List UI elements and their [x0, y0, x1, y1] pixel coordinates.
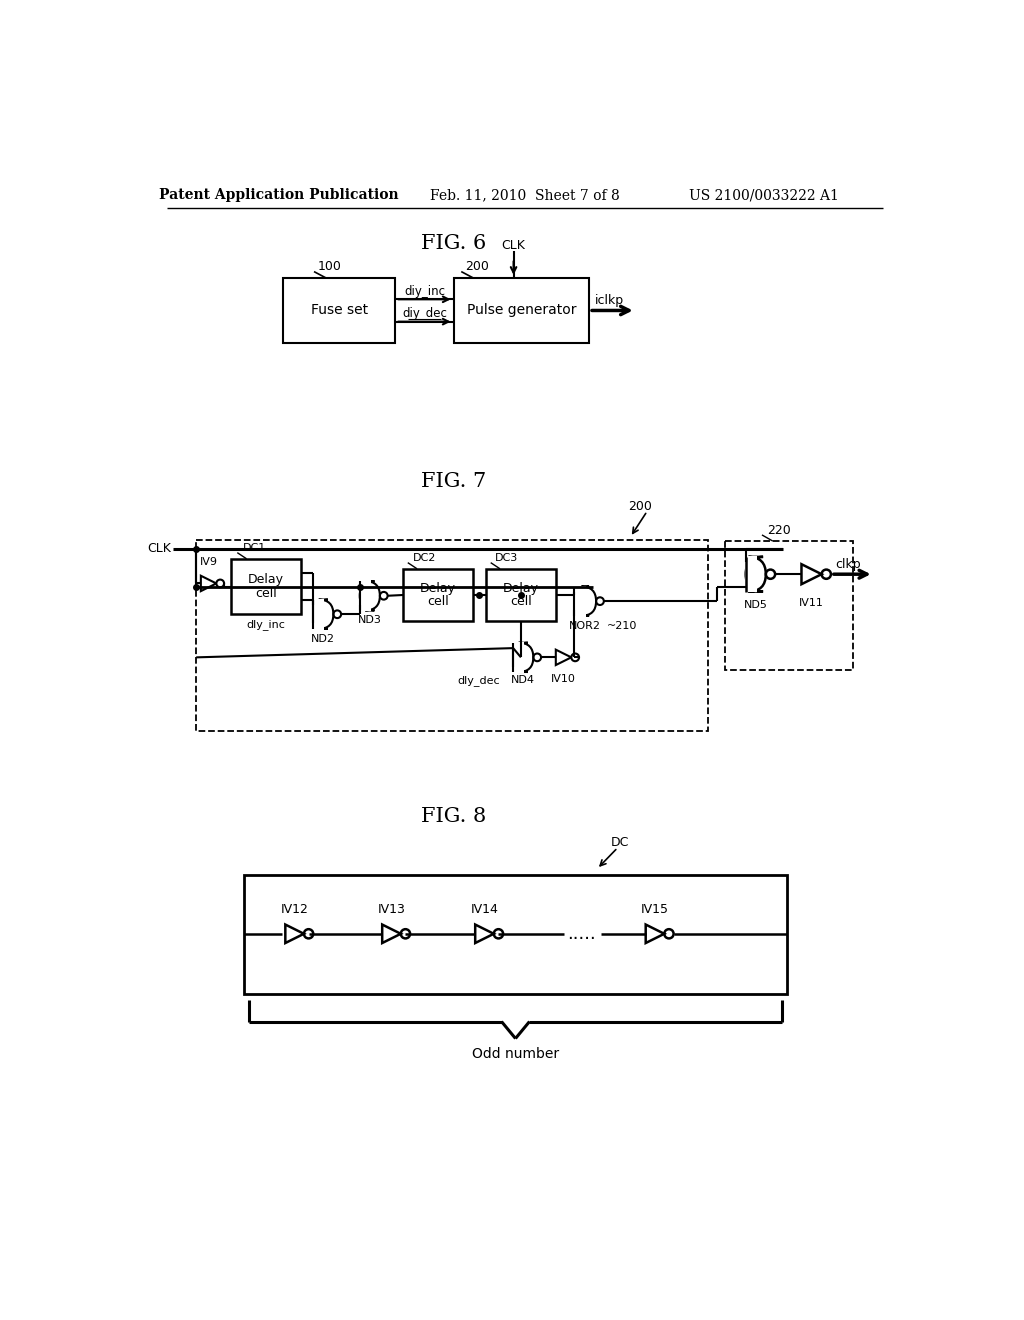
Text: ND2: ND2 [311, 634, 335, 644]
Text: Delay: Delay [420, 582, 456, 594]
Text: ND4: ND4 [511, 676, 536, 685]
Bar [231, 558, 301, 614]
Bar [573, 586, 586, 616]
Text: FIG. 7: FIG. 7 [421, 473, 486, 491]
Text: diy_dec: diy_dec [402, 308, 446, 321]
Text: IV10: IV10 [551, 675, 575, 684]
Text: US 2100/0033222 A1: US 2100/0033222 A1 [688, 189, 839, 202]
Text: diy_inc: diy_inc [403, 285, 445, 298]
Bar [454, 277, 589, 343]
Text: FIG. 8: FIG. 8 [421, 808, 486, 826]
Bar [744, 556, 757, 593]
Bar [197, 540, 708, 730]
Text: Pulse generator: Pulse generator [467, 304, 577, 318]
Text: NOR2: NOR2 [569, 620, 601, 631]
Text: cell: cell [427, 595, 449, 609]
Text: cell: cell [510, 595, 531, 609]
Text: clkp: clkp [835, 557, 860, 570]
Text: Delay: Delay [248, 573, 284, 586]
Text: dly_dec: dly_dec [458, 675, 500, 686]
Text: DC: DC [611, 836, 630, 849]
Text: CLK: CLK [146, 543, 171, 556]
FancyBboxPatch shape [513, 643, 534, 672]
Bar [283, 277, 395, 343]
Text: 200: 200 [465, 260, 489, 273]
Text: IV12: IV12 [281, 903, 308, 916]
Text: iclkp: iclkp [595, 294, 625, 308]
Text: ND3: ND3 [357, 615, 382, 626]
Text: 220: 220 [767, 524, 792, 537]
Text: ND5: ND5 [743, 601, 768, 610]
Text: Odd number: Odd number [472, 1047, 559, 1061]
Text: IV13: IV13 [378, 903, 406, 916]
Text: DC1: DC1 [243, 543, 266, 553]
FancyBboxPatch shape [359, 581, 380, 610]
Text: ~210: ~210 [607, 620, 637, 631]
Text: IV14: IV14 [471, 903, 499, 916]
Text: dly_inc: dly_inc [247, 619, 286, 631]
Text: .....: ..... [567, 925, 596, 942]
Bar [486, 569, 556, 622]
Text: Fuse set: Fuse set [310, 304, 368, 318]
FancyBboxPatch shape [745, 557, 766, 591]
Bar [359, 581, 371, 611]
Text: Delay: Delay [503, 582, 539, 594]
Text: IV11: IV11 [799, 598, 824, 609]
Bar [403, 569, 473, 622]
Text: IV9: IV9 [200, 557, 218, 566]
Text: CLK: CLK [502, 239, 525, 252]
Bar [725, 541, 853, 671]
FancyBboxPatch shape [313, 599, 334, 628]
Text: Patent Application Publication: Patent Application Publication [160, 189, 399, 202]
Text: cell: cell [255, 587, 276, 601]
Text: FIG. 6: FIG. 6 [421, 234, 486, 252]
Bar [512, 642, 524, 673]
Text: 100: 100 [317, 260, 342, 273]
Text: DC3: DC3 [496, 553, 518, 564]
FancyBboxPatch shape [574, 586, 596, 615]
Text: DC2: DC2 [413, 553, 436, 564]
Text: IV15: IV15 [641, 903, 669, 916]
Bar [245, 874, 786, 994]
Text: 200: 200 [628, 500, 651, 513]
Bar [312, 599, 324, 630]
Text: Feb. 11, 2010  Sheet 7 of 8: Feb. 11, 2010 Sheet 7 of 8 [430, 189, 620, 202]
